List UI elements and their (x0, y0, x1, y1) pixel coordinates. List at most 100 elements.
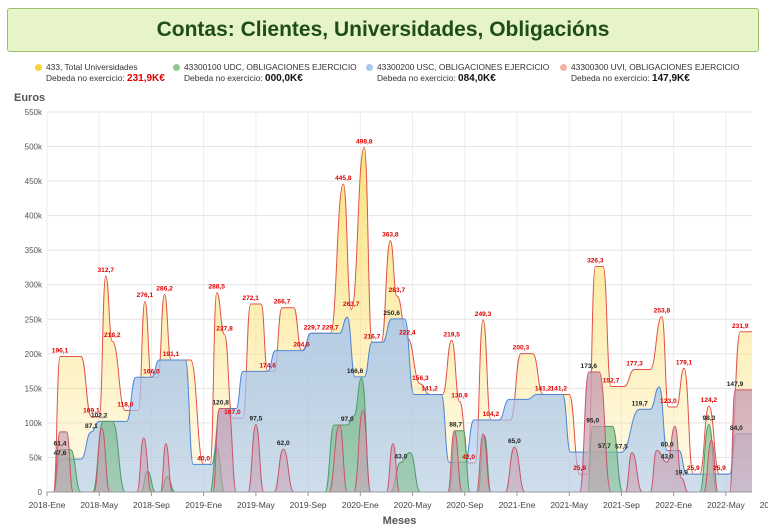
y-tick-label: 550k (25, 108, 43, 117)
y-tick-label: 0 (38, 488, 43, 497)
series-total-universidades-data-label: 124,2 (701, 397, 718, 404)
x-tick-label: 2020-Ene (342, 500, 379, 510)
series-udc-data-label: 98,3 (702, 415, 715, 422)
series-total-universidades-data-label: 191,1 (163, 351, 180, 358)
series-total-universidades-data-label: 219,5 (443, 331, 460, 338)
series-total-universidades-data-label: 283,7 (389, 287, 406, 294)
series-total-universidades-data-label: 130,9 (451, 393, 468, 400)
x-tick-label: 2021-Sep (603, 500, 640, 510)
legend-balance-value: 000,0K€ (265, 73, 303, 84)
series-usc-data-label: 102,2 (91, 412, 108, 419)
series-total-universidades-area (53, 147, 753, 492)
series-total-universidades-data-label: 25,9 (573, 465, 586, 472)
series-total-universidades-data-label: 227,8 (216, 326, 233, 333)
y-tick-label: 300k (25, 281, 43, 290)
series-total-universidades-data-label: 312,7 (97, 267, 114, 274)
series-total-universidades-data-label: 363,8 (382, 232, 399, 239)
series-total-universidades-data-label: 104,2 (483, 411, 500, 418)
series-udc-data-label: 95,0 (586, 417, 599, 424)
series-uvi-data-label: 65,0 (508, 438, 521, 445)
series-total-universidades-data-label: 222,4 (399, 329, 416, 336)
y-axis-label: Euros (14, 92, 45, 104)
series-udc-data-label: 97,0 (341, 416, 354, 423)
legend-marker-uvi (560, 64, 567, 71)
y-tick-label: 150k (25, 384, 43, 393)
y-tick-label: 200k (25, 350, 43, 359)
series-total-universidades-data-label: 326,3 (587, 258, 604, 265)
series-usc-data-label: 57,7 (598, 443, 611, 450)
x-tick-label: 2019-May (237, 500, 276, 510)
legend-balance-label: Debeda no exercicio: (184, 73, 263, 83)
series-total-universidades-data-label: 152,7 (603, 377, 620, 384)
series-total-universidades-data-label: 216,7 (364, 333, 381, 340)
series-total-universidades-data-label: 156,3 (412, 375, 429, 382)
series-total-universidades-data-label: 276,1 (137, 292, 154, 299)
series-total-universidades-data-label: 166,0 (143, 368, 160, 375)
series-total-universidades-data-label: 141,2 (421, 385, 438, 392)
series-udc-data-label: 88,7 (449, 422, 462, 429)
x-tick-label: 2020-May (394, 500, 433, 510)
legend-name: 43300100 UDC, OBLIGACIONES EJERCICIO (184, 62, 357, 72)
legend-balance-label: Debeda no exercicio: (377, 73, 456, 83)
series-usc-data-label: 250,6 (383, 310, 400, 317)
series-usc-data-label: 166,6 (347, 368, 364, 375)
series-usc-data-label: 60,0 (661, 442, 674, 449)
x-tick-label: 2018-Ene (29, 500, 66, 510)
series-usc-data-label: 120,8 (212, 400, 229, 407)
legend-balance-value: 231,9K€ (127, 73, 165, 84)
series-total-universidades-data-label: 498,8 (356, 138, 373, 145)
series-total-universidades-data-label: 218,2 (104, 332, 121, 339)
series-udc-area (53, 378, 753, 492)
legend: 433, Total Universidades Debeda no exerc… (0, 62, 768, 88)
legend-name: 43300300 UVI, OBLIGACIONES EJERCICIO (571, 62, 740, 72)
series-total-universidades-data-label: 253,8 (654, 308, 671, 315)
x-tick-label: 2018-Sep (133, 500, 170, 510)
series-total-universidades-data-label: 141,2 (551, 385, 568, 392)
series-usc-data-label: 84,0 (730, 425, 743, 432)
series-total-universidades-data-label: 231,9 (732, 323, 749, 330)
series-total-universidades-data-label: 196,1 (52, 348, 69, 355)
series-total-universidades-data-label: 229,7 (304, 324, 321, 331)
legend-item-total-universidades[interactable]: 433, Total Universidades Debeda no exerc… (35, 62, 165, 84)
x-tick-label: 2019-Sep (290, 500, 327, 510)
series-total-universidades-data-label: 141,2 (535, 385, 552, 392)
series-uvi-area (53, 372, 753, 492)
series-total-universidades-data-label: 272,1 (242, 295, 259, 302)
legend-item-udc[interactable]: 43300100 UDC, OBLIGACIONES EJERCICIO Deb… (173, 62, 357, 84)
series-total-universidades-data-label: 266,7 (274, 299, 291, 306)
legend-item-uvi[interactable]: 43300300 UVI, OBLIGACIONES EJERCICIO Deb… (560, 62, 740, 84)
series-udc-data-label: 61,4 (54, 441, 67, 448)
series-total-universidades-data-label: 109,1 (83, 408, 100, 415)
legend-balance-label: Debeda no exercicio: (571, 73, 650, 83)
x-tick-label: 2019-Ene (185, 500, 222, 510)
series-total-universidades-data-label: 40,0 (197, 455, 210, 462)
series-total-universidades-line (53, 146, 752, 493)
legend-item-usc[interactable]: 43300200 USC, OBLIGACIONES EJERCICIO Deb… (366, 62, 550, 84)
series-usc-data-label: 87,1 (85, 423, 98, 430)
legend-balance-label: Debeda no exercicio: (46, 73, 125, 83)
legend-name: 433, Total Universidades (46, 62, 138, 72)
x-tick-label: 2020-Sep (446, 500, 483, 510)
legend-marker-udc (173, 64, 180, 71)
series-udc-data-label: 43,0 (394, 453, 407, 460)
x-tick-label: 2021-Ene (499, 500, 536, 510)
legend-balance-value: 084,0K€ (458, 73, 496, 84)
legend-name: 43300200 USC, OBLIGACIONES EJERCICIO (377, 62, 550, 72)
x-axis-label: Meses (383, 515, 417, 527)
legend-balance-value: 147,9K€ (652, 73, 690, 84)
series-uvi-data-label: 97,5 (249, 416, 262, 423)
series-total-universidades-data-label: 25,9 (713, 465, 726, 472)
series-uvi-data-label: 147,9 (727, 381, 744, 388)
x-tick-label: 2022-Ene (655, 500, 692, 510)
series-uvi-data-label: 19,9 (675, 469, 688, 476)
series-total-universidades-data-label: 118,0 (117, 401, 133, 408)
series-total-universidades-data-label: 249,3 (475, 311, 492, 318)
series-total-universidades-data-label: 179,1 (676, 359, 693, 366)
series-total-universidades-data-label: 177,3 (626, 361, 643, 368)
y-tick-label: 450k (25, 177, 43, 186)
y-tick-label: 250k (25, 315, 43, 324)
series-total-universidades-data-label: 25,9 (687, 465, 700, 472)
x-tick-label: 2021-May (550, 500, 589, 510)
series-uvi-data-label: 62,0 (277, 440, 290, 447)
